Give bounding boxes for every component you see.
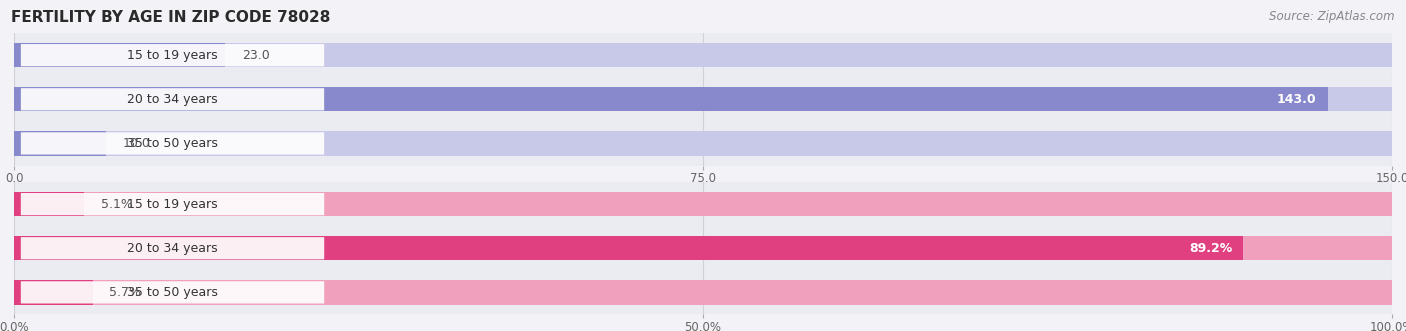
FancyBboxPatch shape <box>21 132 325 155</box>
Text: 15 to 19 years: 15 to 19 years <box>127 198 218 211</box>
Text: 5.1%: 5.1% <box>101 198 132 211</box>
Text: 23.0: 23.0 <box>242 49 270 62</box>
Bar <box>14 192 1392 216</box>
Text: 15 to 19 years: 15 to 19 years <box>127 49 218 62</box>
Bar <box>14 131 1392 156</box>
Text: 20 to 34 years: 20 to 34 years <box>127 242 218 255</box>
FancyBboxPatch shape <box>21 237 325 260</box>
FancyBboxPatch shape <box>21 281 325 304</box>
Text: 10.0: 10.0 <box>122 137 150 150</box>
Text: Source: ZipAtlas.com: Source: ZipAtlas.com <box>1270 10 1395 23</box>
Bar <box>14 87 1392 112</box>
Bar <box>14 192 84 216</box>
FancyBboxPatch shape <box>21 193 325 215</box>
Bar <box>14 280 93 305</box>
Bar <box>14 280 1392 305</box>
Bar <box>14 43 225 67</box>
FancyBboxPatch shape <box>21 88 325 111</box>
Text: 35 to 50 years: 35 to 50 years <box>127 286 218 299</box>
Text: 5.7%: 5.7% <box>110 286 141 299</box>
Text: 143.0: 143.0 <box>1277 93 1316 106</box>
Text: FERTILITY BY AGE IN ZIP CODE 78028: FERTILITY BY AGE IN ZIP CODE 78028 <box>11 10 330 25</box>
Text: 89.2%: 89.2% <box>1189 242 1232 255</box>
Bar <box>14 236 1243 260</box>
Bar <box>14 131 105 156</box>
Text: 35 to 50 years: 35 to 50 years <box>127 137 218 150</box>
Bar <box>14 236 1392 260</box>
Text: 20 to 34 years: 20 to 34 years <box>127 93 218 106</box>
FancyBboxPatch shape <box>21 44 325 66</box>
Bar <box>14 43 1392 67</box>
Bar <box>14 87 1327 112</box>
